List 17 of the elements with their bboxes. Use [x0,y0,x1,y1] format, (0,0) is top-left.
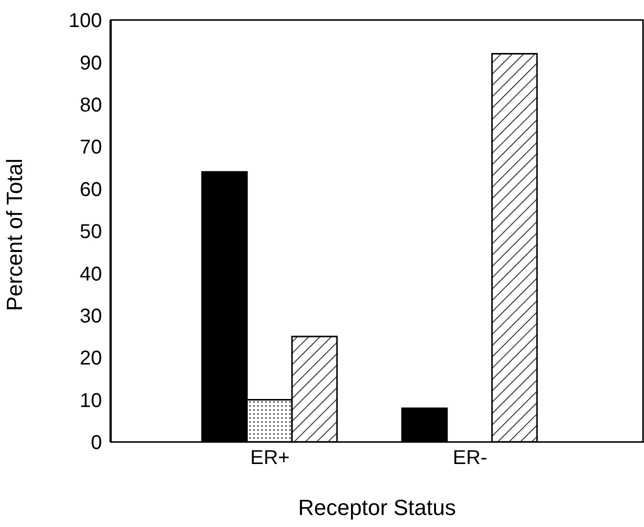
y-tick-label: 40 [80,263,102,286]
y-tick-label: 60 [80,178,102,201]
bar [491,53,538,442]
y-tick-label: 0 [90,432,102,454]
x-axis-title: Receptor Status [298,495,456,520]
y-tick-label: 50 [80,221,102,244]
y-tick-label: 70 [80,136,102,159]
x-tick-label: ER+ [250,447,290,470]
y-tick-label: 30 [80,306,102,328]
y-tick-label: 90 [80,52,102,74]
y-tick-label: 10 [80,390,102,412]
y-tick-label: 80 [80,94,102,116]
bar [401,407,448,442]
x-tick-label: ER- [452,447,488,470]
y-tick-label: 100 [68,10,102,32]
y-tick-label: 20 [80,348,102,370]
y-axis-title: Percent of Total [2,158,27,311]
